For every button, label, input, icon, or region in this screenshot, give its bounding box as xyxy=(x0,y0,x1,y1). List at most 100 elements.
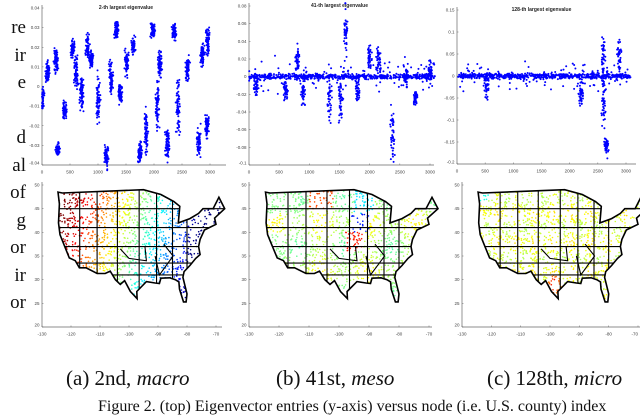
county-point xyxy=(150,229,152,231)
data-point xyxy=(110,87,112,89)
data-point xyxy=(406,86,408,88)
data-point xyxy=(137,160,139,162)
county-point xyxy=(78,230,80,232)
data-point xyxy=(338,77,340,79)
data-point xyxy=(590,78,592,80)
x-tick-label: 0 xyxy=(456,169,459,174)
county-point xyxy=(99,252,101,254)
data-point xyxy=(98,101,100,103)
data-point xyxy=(297,51,299,53)
data-point xyxy=(580,88,582,90)
data-point xyxy=(334,74,336,76)
data-point xyxy=(554,71,556,73)
data-point xyxy=(185,79,187,81)
data-point xyxy=(500,75,502,77)
county-point xyxy=(112,264,114,266)
data-point xyxy=(610,77,612,79)
county-point xyxy=(183,248,185,250)
data-point xyxy=(577,93,579,95)
data-point xyxy=(515,88,517,90)
data-point xyxy=(184,62,186,64)
data-point xyxy=(393,161,395,163)
data-point xyxy=(205,134,207,136)
data-point xyxy=(601,100,603,102)
data-point xyxy=(96,117,98,119)
data-point xyxy=(132,53,134,55)
county-point xyxy=(111,218,113,220)
county-point xyxy=(158,241,160,243)
x-tick-label: -130 xyxy=(37,332,47,337)
data-point xyxy=(302,80,304,82)
data-point xyxy=(45,76,47,78)
data-point xyxy=(461,75,463,77)
data-point xyxy=(534,74,536,76)
data-point xyxy=(283,83,285,85)
data-point xyxy=(75,80,77,82)
data-point xyxy=(512,75,514,77)
data-point xyxy=(352,78,354,80)
data-point xyxy=(343,40,345,42)
data-point xyxy=(410,66,412,68)
data-point xyxy=(396,76,398,78)
data-point xyxy=(368,62,370,64)
data-point xyxy=(74,59,76,61)
data-point xyxy=(346,56,348,58)
data-point xyxy=(423,68,425,70)
data-point xyxy=(155,94,157,96)
data-point xyxy=(45,73,47,75)
data-point xyxy=(301,104,303,106)
data-point xyxy=(116,32,118,34)
county-point xyxy=(158,245,160,247)
data-point xyxy=(200,60,202,62)
y-tick-label: -0.02 xyxy=(29,123,40,128)
data-point xyxy=(178,105,180,107)
data-point xyxy=(329,113,331,115)
data-point xyxy=(158,74,160,76)
data-point xyxy=(576,76,578,78)
data-point xyxy=(302,94,304,96)
data-point xyxy=(173,39,175,41)
data-point xyxy=(71,45,73,47)
data-point xyxy=(167,150,169,152)
data-point xyxy=(357,91,359,93)
county-point xyxy=(148,237,150,239)
county-point xyxy=(198,231,200,233)
data-point xyxy=(602,94,604,96)
data-point xyxy=(174,37,176,39)
data-point xyxy=(297,48,299,50)
data-point xyxy=(372,64,374,66)
data-point xyxy=(579,85,581,87)
data-point xyxy=(80,78,82,80)
data-point xyxy=(461,80,463,82)
county-point xyxy=(162,200,164,202)
data-point xyxy=(164,131,166,133)
data-point xyxy=(620,57,622,59)
data-point xyxy=(205,39,207,41)
county-point xyxy=(167,271,169,273)
data-point xyxy=(164,134,166,136)
county-point xyxy=(154,260,156,262)
data-point xyxy=(618,66,620,68)
data-point xyxy=(605,138,607,140)
data-point xyxy=(302,75,304,77)
data-point xyxy=(565,65,567,67)
data-point xyxy=(42,107,44,109)
data-point xyxy=(434,75,436,77)
y-tick-label: 30 xyxy=(34,277,40,282)
data-point xyxy=(82,100,84,102)
data-point xyxy=(338,93,340,95)
county-point xyxy=(181,269,183,271)
x-tick-label: 2500 xyxy=(593,169,604,174)
data-point xyxy=(579,78,581,80)
data-point xyxy=(606,157,608,159)
data-point xyxy=(107,160,109,162)
data-point xyxy=(75,70,77,72)
data-point xyxy=(523,80,525,82)
county-point xyxy=(134,287,136,289)
data-point xyxy=(106,149,108,151)
data-point xyxy=(133,49,135,51)
data-point xyxy=(402,84,404,86)
data-point xyxy=(330,104,332,106)
county-point xyxy=(133,248,135,250)
data-point xyxy=(206,133,208,135)
